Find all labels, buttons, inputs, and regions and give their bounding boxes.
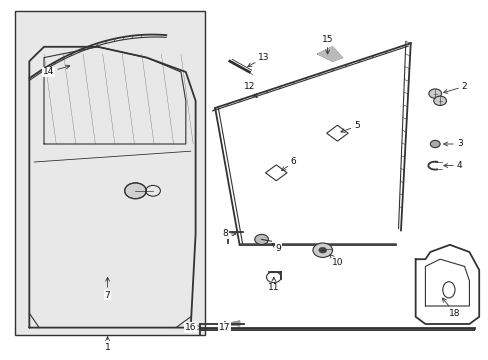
Circle shape [428,89,441,98]
Text: 8: 8 [222,230,235,239]
Polygon shape [224,321,239,326]
Text: 9: 9 [271,243,281,253]
Circle shape [429,140,439,148]
Text: 15: 15 [321,35,333,54]
Text: 2: 2 [443,82,467,93]
Text: 10: 10 [329,255,343,267]
Text: 1: 1 [104,337,110,352]
Circle shape [318,247,326,253]
Circle shape [312,243,332,257]
Text: 17: 17 [219,321,230,332]
Circle shape [124,183,146,199]
Text: 14: 14 [43,65,70,77]
Text: 13: 13 [247,53,269,67]
Text: 18: 18 [442,298,460,318]
Text: 4: 4 [443,161,462,170]
Text: 7: 7 [104,277,110,300]
Bar [15,11,205,335]
Circle shape [433,96,446,105]
Text: 6: 6 [281,157,296,171]
Text: 16: 16 [184,323,201,332]
Polygon shape [317,47,342,61]
Text: 11: 11 [267,277,279,292]
Circle shape [254,234,268,244]
Text: 3: 3 [443,139,462,148]
Text: 12: 12 [243,82,257,98]
Bar [15,11,205,335]
Text: 5: 5 [340,122,359,132]
